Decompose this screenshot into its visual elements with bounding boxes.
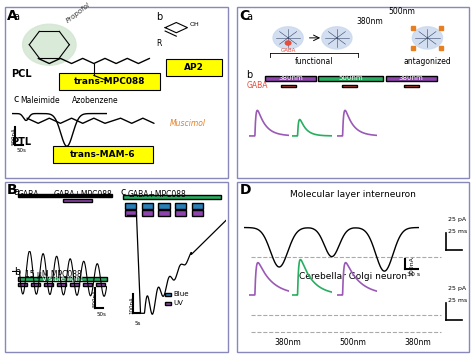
Text: 25 pA: 25 pA xyxy=(448,286,466,291)
Text: Molecular layer interneuron: Molecular layer interneuron xyxy=(290,190,416,199)
FancyBboxPatch shape xyxy=(70,283,79,286)
Text: R: R xyxy=(156,40,162,48)
Text: GABA: GABA xyxy=(281,48,296,53)
FancyBboxPatch shape xyxy=(158,203,170,209)
Text: c: c xyxy=(14,94,19,104)
FancyBboxPatch shape xyxy=(281,85,296,88)
Text: 100pA: 100pA xyxy=(129,297,135,314)
FancyBboxPatch shape xyxy=(237,7,469,178)
FancyBboxPatch shape xyxy=(18,277,107,281)
FancyBboxPatch shape xyxy=(237,182,469,352)
Text: b: b xyxy=(156,12,163,22)
FancyBboxPatch shape xyxy=(53,146,153,163)
Text: UV: UV xyxy=(173,300,183,306)
FancyBboxPatch shape xyxy=(18,194,112,197)
Text: Cerebellar Golgi neuron: Cerebellar Golgi neuron xyxy=(299,272,407,281)
Text: 100nA: 100nA xyxy=(409,256,414,276)
Text: PCL: PCL xyxy=(11,69,32,79)
Text: 380nm: 380nm xyxy=(405,338,431,347)
FancyBboxPatch shape xyxy=(96,283,105,286)
Text: 50s: 50s xyxy=(96,313,106,318)
Text: b: b xyxy=(246,70,253,80)
Text: 15 μM MPC088: 15 μM MPC088 xyxy=(25,271,82,279)
Text: 500nm: 500nm xyxy=(340,338,366,347)
FancyBboxPatch shape xyxy=(192,203,203,209)
Text: 50s: 50s xyxy=(17,148,27,153)
FancyBboxPatch shape xyxy=(158,210,170,216)
Text: 500nm: 500nm xyxy=(389,7,415,16)
Text: OH: OH xyxy=(190,22,200,27)
Text: Azobenzene: Azobenzene xyxy=(72,96,118,105)
Text: Muscimol: Muscimol xyxy=(170,119,206,128)
Text: 380nm: 380nm xyxy=(278,75,303,82)
Text: a: a xyxy=(246,12,252,22)
FancyBboxPatch shape xyxy=(125,203,136,209)
FancyBboxPatch shape xyxy=(63,199,91,202)
Text: GABA: GABA xyxy=(246,81,268,90)
Text: D: D xyxy=(239,183,251,197)
FancyBboxPatch shape xyxy=(166,59,222,76)
Text: 5s: 5s xyxy=(135,321,141,326)
FancyBboxPatch shape xyxy=(265,76,316,80)
Text: GABA: GABA xyxy=(18,190,40,199)
Text: PTL: PTL xyxy=(11,137,32,147)
FancyBboxPatch shape xyxy=(175,210,186,216)
Text: b: b xyxy=(14,267,20,277)
Text: 25 ms: 25 ms xyxy=(448,298,468,303)
FancyBboxPatch shape xyxy=(386,76,437,80)
Text: 380nm: 380nm xyxy=(356,17,383,26)
Text: GABA+MPC088: GABA+MPC088 xyxy=(54,190,112,199)
Text: Maleimide: Maleimide xyxy=(20,96,60,105)
FancyBboxPatch shape xyxy=(319,76,383,80)
FancyBboxPatch shape xyxy=(82,283,91,286)
Text: 500nm: 500nm xyxy=(338,75,363,82)
Text: c: c xyxy=(120,187,126,197)
FancyBboxPatch shape xyxy=(341,85,356,88)
Circle shape xyxy=(322,27,352,49)
FancyBboxPatch shape xyxy=(18,283,27,286)
Text: Blue: Blue xyxy=(173,291,189,297)
Text: 380nm: 380nm xyxy=(399,75,424,82)
FancyBboxPatch shape xyxy=(31,283,40,286)
Text: C: C xyxy=(239,9,250,23)
Text: a: a xyxy=(14,12,19,22)
FancyBboxPatch shape xyxy=(165,302,171,305)
FancyBboxPatch shape xyxy=(5,182,228,352)
Circle shape xyxy=(412,27,443,49)
Text: a: a xyxy=(14,187,19,197)
Text: 380nm: 380nm xyxy=(275,338,301,347)
FancyBboxPatch shape xyxy=(192,210,203,216)
Text: trans-MAM-6: trans-MAM-6 xyxy=(70,151,136,159)
FancyBboxPatch shape xyxy=(57,283,66,286)
Text: antagonized: antagonized xyxy=(403,57,451,66)
FancyBboxPatch shape xyxy=(44,283,53,286)
FancyBboxPatch shape xyxy=(165,293,171,296)
Text: 25 ms: 25 ms xyxy=(448,229,468,234)
Text: B: B xyxy=(7,183,18,197)
Text: Propofol: Propofol xyxy=(65,2,91,24)
FancyBboxPatch shape xyxy=(142,210,153,216)
FancyBboxPatch shape xyxy=(5,7,228,178)
Text: GABA+MPC088: GABA+MPC088 xyxy=(127,190,186,199)
Text: functional: functional xyxy=(294,57,333,66)
Circle shape xyxy=(285,41,291,45)
FancyBboxPatch shape xyxy=(175,203,186,209)
Text: 500nA: 500nA xyxy=(92,289,98,307)
Text: Visible light: Visible light xyxy=(42,276,83,282)
Circle shape xyxy=(273,27,303,49)
Circle shape xyxy=(23,24,76,65)
Text: AP2: AP2 xyxy=(184,63,204,72)
Text: 30 s: 30 s xyxy=(407,272,420,277)
FancyBboxPatch shape xyxy=(404,85,419,88)
FancyBboxPatch shape xyxy=(59,73,160,90)
Text: A: A xyxy=(7,9,18,23)
Text: 500nA: 500nA xyxy=(12,127,17,145)
Text: trans-MPC088: trans-MPC088 xyxy=(73,77,145,86)
FancyBboxPatch shape xyxy=(142,203,153,209)
FancyBboxPatch shape xyxy=(125,210,136,216)
Text: 25 pA: 25 pA xyxy=(448,218,466,222)
FancyBboxPatch shape xyxy=(123,195,221,199)
